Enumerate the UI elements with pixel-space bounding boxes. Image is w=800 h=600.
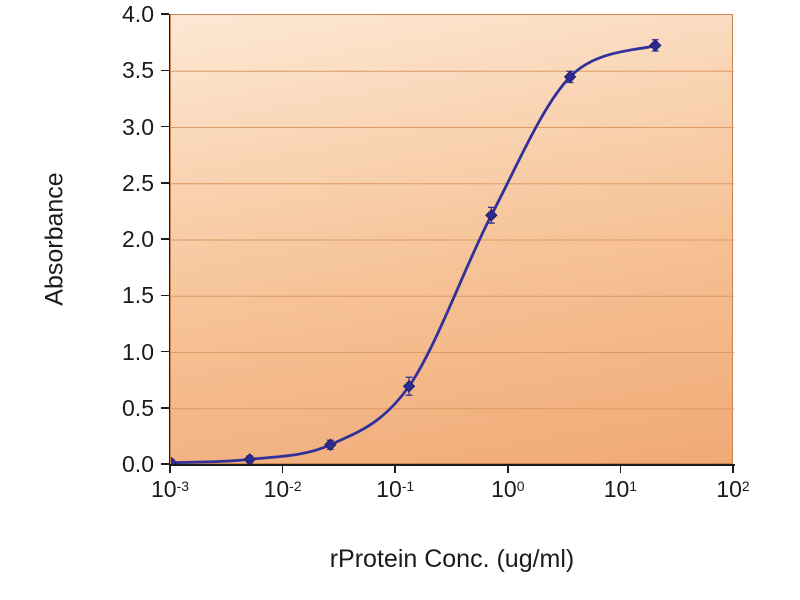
y-tick-label: 4.0 [122,1,154,27]
y-tick-mark [161,294,169,296]
plot-area [170,14,734,465]
x-tick-mark [507,465,509,473]
y-axis-title: Absorbance [40,172,69,306]
y-tick-label: 2.0 [122,226,154,252]
x-tick-label: 10-3 [150,476,190,502]
x-tick-mark [169,465,171,473]
x-axis-title: rProtein Conc. (ug/ml) [329,545,575,573]
y-tick-mark [161,463,169,465]
y-tick-label: 0.0 [122,451,154,477]
y-tick-label: 3.5 [122,57,154,84]
y-tick-mark [161,125,169,128]
y-tick-mark [161,13,169,15]
y-tick-mark [161,350,169,353]
y-tick-mark [161,69,169,71]
x-axis-line [168,464,735,466]
y-tick-label: 1.5 [122,282,154,309]
x-tick-label: 10-1 [376,476,415,502]
x-tick-label: 10-2 [263,476,302,502]
x-tick-mark [394,465,396,473]
curve-canvas [171,39,734,465]
x-tick-mark [619,465,622,473]
y-tick-label: 1.0 [122,338,154,365]
x-tick-mark [281,465,284,473]
x-tick-label: 102 [716,476,750,502]
y-tick-label: 3.0 [122,113,154,140]
y-tick-label: 2.5 [122,169,154,196]
y-tick-mark [161,238,169,240]
y-tick-label: 0.5 [122,394,154,421]
x-tick-label: 100 [491,476,525,502]
y-tick-mark [161,407,169,409]
y-tick-mark [161,182,169,184]
x-tick-label: 101 [603,476,638,502]
y-axis-line [168,14,170,465]
x-tick-mark [732,465,734,473]
